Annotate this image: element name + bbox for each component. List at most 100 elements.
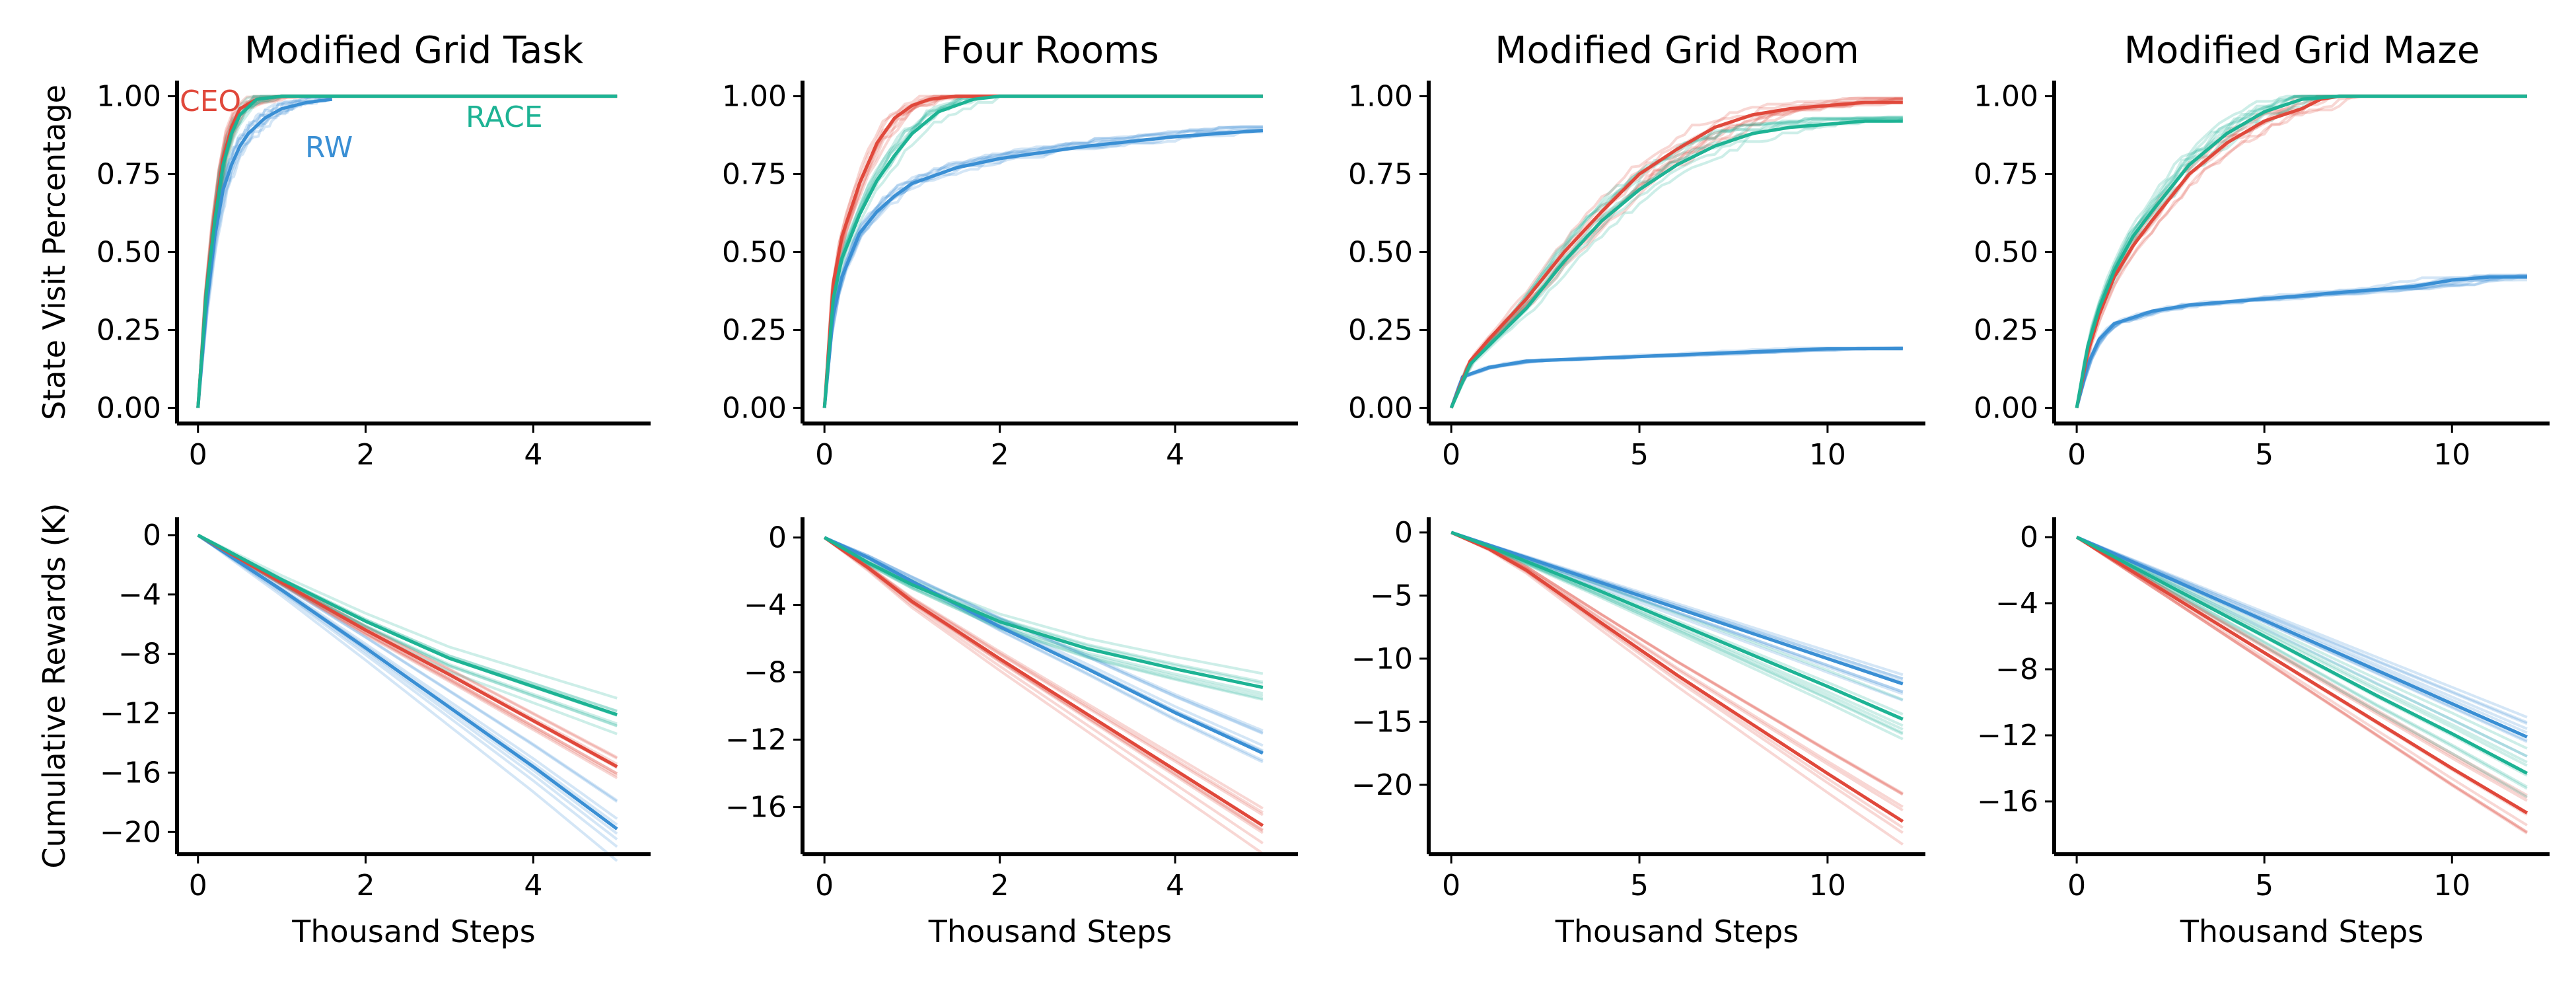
y-tick-label: 0.25 — [96, 313, 161, 347]
run-trace-race — [1450, 531, 1904, 736]
series-line-rw — [824, 536, 1264, 755]
run-trace-ceo — [824, 536, 1264, 844]
y-tick-label: 0.50 — [96, 236, 161, 270]
run-trace-race — [197, 534, 618, 712]
run-trace-race — [823, 94, 1263, 408]
run-trace-ceo — [2076, 536, 2528, 826]
run-trace-ceo — [2075, 94, 2527, 408]
run-trace-ceo — [196, 94, 618, 408]
run-trace-ceo — [823, 94, 1263, 408]
y-tick-label: −16 — [725, 791, 787, 825]
y-tick-label: 0.75 — [96, 158, 161, 192]
panel-title: Modified Grid Room — [1495, 29, 1859, 72]
run-trace-race — [2075, 94, 2527, 408]
y-tick-label: −20 — [100, 815, 161, 849]
run-trace-race — [196, 94, 618, 408]
y-tick-label: −12 — [100, 697, 161, 731]
series-line-race — [2075, 535, 2528, 775]
y-tick-label: 0.00 — [722, 391, 787, 425]
series-line-rw — [2075, 275, 2527, 409]
x-tick-label: 10 — [1809, 438, 1846, 472]
x-tick-label: 0 — [2067, 438, 2086, 472]
series-line-rw — [1449, 347, 1903, 409]
run-trace-rw — [2076, 536, 2528, 725]
y-tick-label: 0.25 — [722, 313, 787, 347]
run-trace-ceo — [2075, 94, 2527, 408]
run-trace-race — [197, 534, 618, 700]
x-tick-label: 2 — [991, 869, 1009, 902]
run-trace-rw — [2076, 536, 2528, 724]
y-tick-label: 0.25 — [1974, 313, 2038, 347]
run-trace-race — [2076, 536, 2528, 799]
y-axis-label: State Visit Percentage — [36, 85, 72, 420]
x-tick-label: 10 — [1809, 869, 1846, 902]
series-line-ceo — [2075, 94, 2527, 408]
run-trace-race — [196, 94, 618, 408]
y-tick-label: −8 — [744, 656, 787, 690]
y-tick-label: 0 — [143, 519, 161, 552]
x-tick-label: 2 — [991, 438, 1009, 472]
series-line-race — [1449, 119, 1903, 409]
panel-5: 0 −4 −8 −12 −16 −20 0 2 4 Thousand Steps — [100, 517, 651, 949]
run-trace-race — [1450, 531, 1904, 741]
run-trace-race — [2075, 94, 2527, 408]
legend-label-ceo: CEO — [180, 85, 241, 118]
run-trace-ceo — [2075, 94, 2527, 408]
x-tick-label: 5 — [1630, 869, 1649, 902]
run-trace-ceo — [824, 536, 1264, 814]
run-trace-rw — [823, 126, 1263, 408]
x-tick-label: 4 — [1166, 869, 1184, 902]
series-line-race — [823, 536, 1264, 689]
run-trace-rw — [823, 125, 1263, 408]
run-trace-ceo — [196, 94, 618, 408]
run-trace-ceo — [2076, 536, 2528, 797]
y-tick-label: 0.75 — [1348, 158, 1413, 192]
run-trace-rw — [823, 126, 1263, 408]
series-line-ceo — [1449, 100, 1903, 409]
run-trace-race — [824, 536, 1264, 700]
run-trace-ceo — [1450, 531, 1904, 846]
run-trace-ceo — [824, 536, 1264, 810]
series-line-rw — [197, 533, 618, 830]
series-line-rw — [1450, 531, 1904, 686]
run-trace-rw — [2076, 536, 2528, 719]
y-tick-label: −15 — [1351, 705, 1413, 739]
x-tick-label: 5 — [1630, 438, 1649, 472]
x-tick-label: 2 — [357, 869, 375, 902]
y-tick-label: 0.00 — [96, 391, 161, 425]
run-trace-ceo — [1450, 531, 1904, 795]
y-tick-label: 1.00 — [96, 80, 161, 114]
series-line-race — [197, 533, 618, 717]
run-trace-ceo — [823, 94, 1263, 408]
run-trace-ceo — [1450, 531, 1904, 812]
series-line-ceo — [196, 94, 618, 408]
run-trace-rw — [823, 127, 1263, 408]
y-tick-label: −4 — [744, 589, 787, 622]
panel-title: Modified Grid Maze — [2124, 29, 2480, 72]
run-trace-race — [2076, 536, 2528, 750]
run-trace-race — [823, 94, 1263, 408]
series-line-race — [1450, 531, 1904, 721]
run-trace-rw — [197, 534, 618, 848]
y-tick-label: 0 — [2020, 521, 2038, 554]
x-axis-label: Thousand Steps — [291, 914, 535, 949]
y-tick-label: 0.75 — [722, 158, 787, 192]
run-trace-ceo — [196, 94, 618, 408]
run-trace-rw — [197, 534, 618, 862]
run-trace-ceo — [823, 94, 1263, 408]
y-tick-label: −4 — [118, 578, 161, 612]
x-axis-label: Thousand Steps — [1555, 914, 1799, 949]
run-trace-race — [824, 536, 1264, 689]
y-tick-label: −10 — [1351, 642, 1413, 676]
run-trace-ceo — [196, 94, 618, 408]
x-tick-label: 10 — [2433, 869, 2470, 902]
run-trace-rw — [196, 94, 332, 408]
panel-6: 0 −4 −8 −12 −16 0 2 4 Thousand Steps — [725, 517, 1298, 949]
y-tick-label: −16 — [100, 756, 161, 789]
legend-label-rw: RW — [305, 131, 353, 165]
run-trace-ceo — [2075, 94, 2527, 408]
run-trace-ceo — [2076, 536, 2528, 834]
series-line-rw — [2076, 535, 2528, 739]
panel-3: Modified Grid Room 0.00 0.25 0.50 0.75 1.00 0 5… — [1348, 29, 1925, 472]
